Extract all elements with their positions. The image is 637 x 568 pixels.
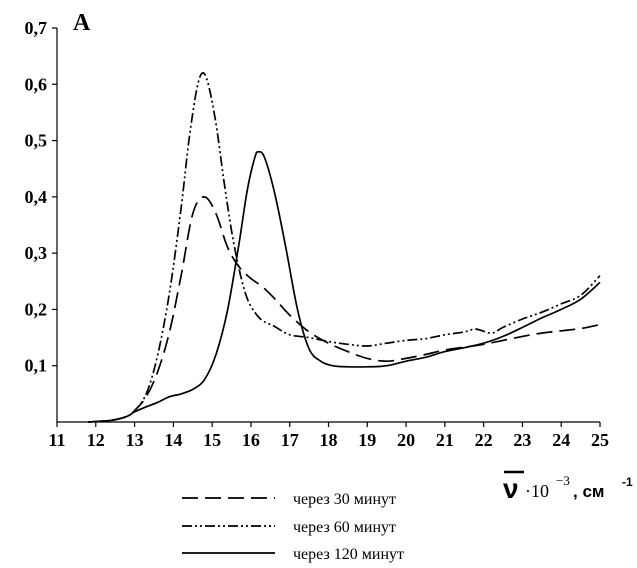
x-tick-label: 18 (320, 430, 338, 450)
x-tick-label: 14 (164, 430, 182, 450)
y-ticks: 0,1 0,2 0,3 0,4 0,5 0,6 0,7 (25, 18, 57, 376)
y-tick-label: 0,3 (25, 243, 48, 263)
panel-label: A (73, 10, 91, 36)
x-tick-label: 25 (591, 430, 609, 450)
y-tick-label: 0,1 (25, 356, 48, 376)
axes (56, 28, 600, 423)
x-tick-label: 12 (87, 430, 105, 450)
x-tick-label: 22 (475, 430, 493, 450)
series-line-120-min (87, 150, 601, 423)
x-tick-label: 21 (436, 430, 454, 450)
x-ticks: 11 12 13 14 15 16 17 18 19 20 21 22 23 24 25 (48, 422, 609, 450)
plot-lines (87, 72, 601, 423)
legend-label-120-min: через 120 минут (293, 546, 404, 563)
nu-symbol: ν (503, 473, 519, 504)
x-tick-label: 23 (513, 430, 531, 450)
y-tick-label: 0,7 (25, 18, 48, 38)
unit-exponent: -1 (622, 475, 633, 489)
factor-exponent: −3 (556, 473, 570, 488)
x-axis-label: ν ·10 −3 , см -1 (503, 470, 633, 504)
legend-label-60-min: чeрез 60 минут (293, 519, 396, 536)
y-tick-label: 0,4 (25, 187, 48, 207)
y-tick-label: 0,6 (25, 74, 48, 94)
y-tick-label: 0,2 (25, 299, 48, 319)
series-line-60-min (87, 72, 601, 423)
legend: через 30 минут чeрез 60 минут через 120 ми… (182, 491, 404, 563)
legend-label-30-min: через 30 минут (293, 491, 396, 508)
series-line-30-min (87, 196, 601, 423)
x-tick-label: 20 (397, 430, 415, 450)
x-tick-label: 24 (552, 430, 570, 450)
unit-text: , см (573, 482, 604, 501)
y-tick-label: 0,5 (25, 131, 48, 151)
x-tick-label: 13 (126, 430, 144, 450)
x-tick-label: 17 (281, 430, 299, 450)
factor-text: ·10 (525, 481, 549, 501)
x-tick-label: 15 (203, 430, 221, 450)
x-tick-label: 11 (48, 430, 65, 450)
x-tick-label: 16 (242, 430, 260, 450)
x-tick-label: 19 (358, 430, 376, 450)
